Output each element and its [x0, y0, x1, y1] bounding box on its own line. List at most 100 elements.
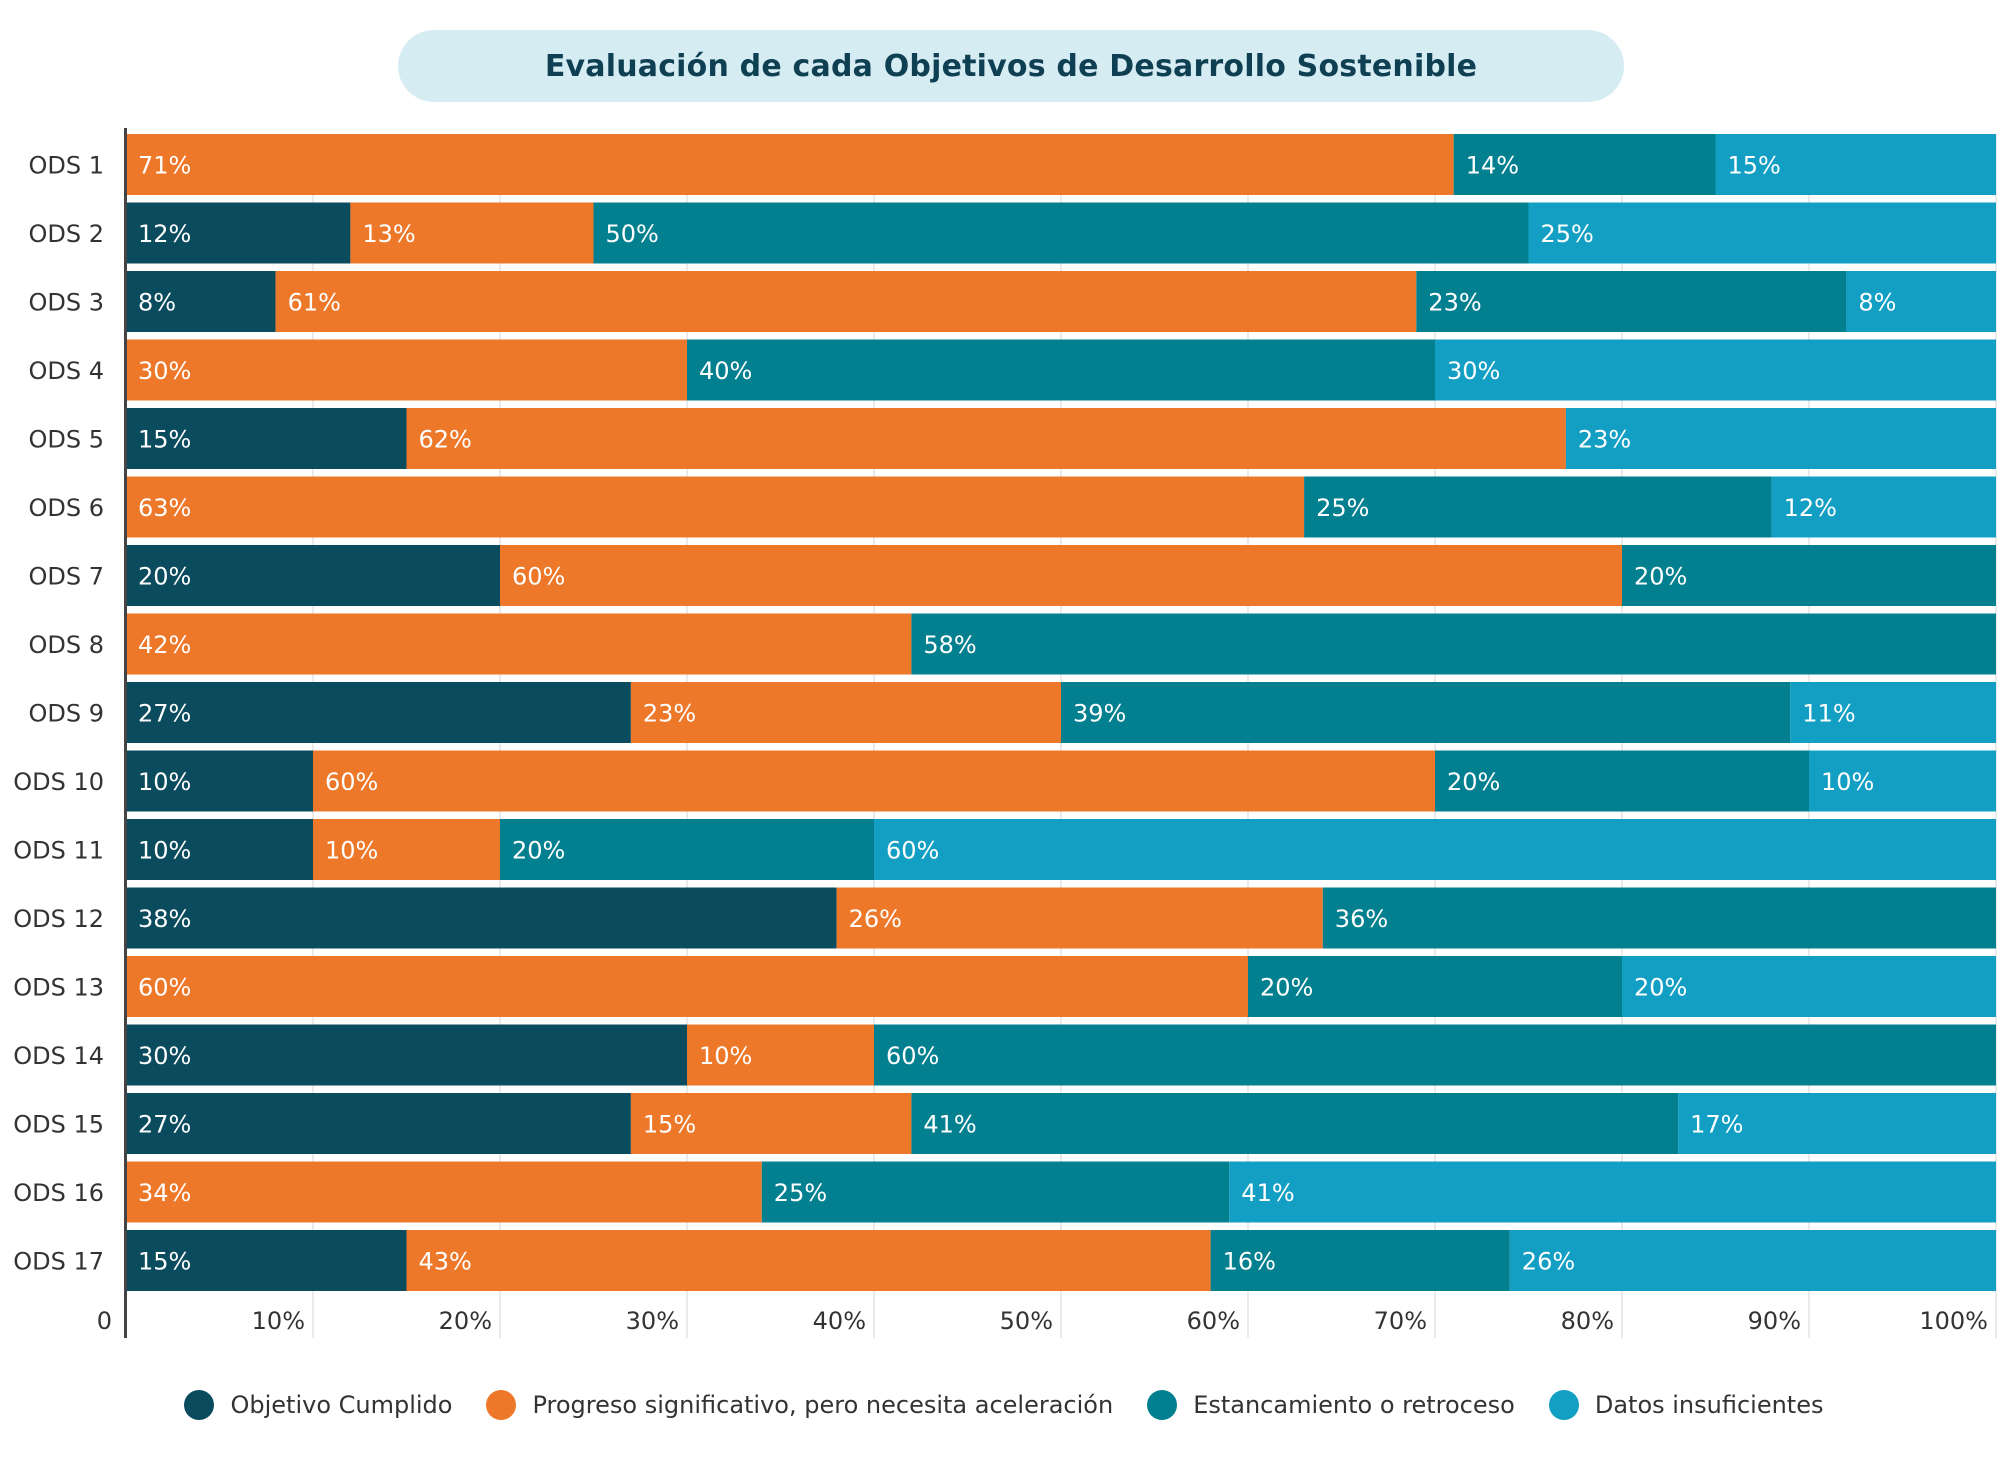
legend-label: Progreso significativo, pero necesita ac… [532, 1391, 1114, 1419]
bar-segment [126, 271, 276, 332]
data-label: 10% [1821, 768, 1874, 796]
bar-segment [500, 545, 1622, 606]
legend-swatch [486, 1390, 517, 1420]
x-tick-label: 10% [252, 1307, 305, 1335]
data-label: 38% [138, 905, 191, 933]
x-tick-label: 70% [1374, 1307, 1427, 1335]
data-label: 20% [138, 563, 191, 591]
bar-segment [406, 1230, 1211, 1291]
category-label: ODS 2 [28, 220, 104, 248]
bar-segment [126, 1161, 762, 1223]
bar-segment [1453, 134, 1716, 195]
legend-item: Objetivo Cumplido [184, 1390, 452, 1420]
bar-segment [1229, 1161, 1996, 1223]
category-label: ODS 7 [28, 563, 104, 591]
category-label: ODS 15 [13, 1111, 104, 1139]
bar-segment [1304, 476, 1772, 538]
bar-segment [126, 819, 313, 880]
data-label: 15% [138, 1248, 191, 1276]
bar-segment [1846, 271, 1996, 332]
bar-segment [500, 819, 874, 880]
data-label: 8% [138, 289, 176, 317]
data-label: 60% [886, 1042, 939, 1070]
data-label: 30% [138, 357, 191, 385]
category-label: ODS 17 [13, 1248, 104, 1276]
data-label: 42% [138, 631, 191, 659]
bar-segment [630, 682, 1061, 743]
legend-item: Datos insuficientes [1548, 1390, 1824, 1420]
data-label: 58% [923, 631, 976, 659]
category-label: ODS 1 [28, 152, 104, 180]
bar-segment [1435, 750, 1809, 812]
data-label: 23% [1428, 289, 1481, 317]
data-label: 30% [1447, 357, 1500, 385]
bar-segment [126, 750, 313, 812]
bar-segment [1771, 476, 1996, 538]
category-label: ODS 8 [28, 631, 104, 659]
bar-segment [126, 682, 631, 743]
data-label: 20% [1634, 974, 1687, 1002]
data-label: 10% [138, 768, 191, 796]
x-tick-label: 80% [1561, 1307, 1614, 1335]
x-tick-label: 100% [1919, 1307, 1988, 1335]
legend-swatch [1548, 1390, 1579, 1420]
data-label: 36% [1335, 905, 1388, 933]
chart-title: Evaluación de cada Objetivos de Desarrol… [544, 48, 1478, 84]
bar-segment [126, 887, 837, 949]
bar-segment [593, 202, 1529, 264]
data-label: 15% [138, 426, 191, 454]
category-label: ODS 11 [13, 837, 104, 865]
data-label: 20% [512, 837, 565, 865]
data-label: 34% [138, 1179, 191, 1207]
bar-segment [406, 408, 1566, 469]
data-label: 14% [1466, 152, 1519, 180]
data-label: 60% [886, 837, 939, 865]
data-label: 41% [923, 1111, 976, 1139]
data-label: 61% [288, 289, 341, 317]
data-label: 25% [1316, 494, 1369, 522]
bar-segment [126, 545, 500, 606]
x-tick-label: 40% [813, 1307, 866, 1335]
data-label: 13% [362, 220, 415, 248]
data-label: 27% [138, 1111, 191, 1139]
category-label: ODS 14 [13, 1042, 104, 1070]
x-tick-label: 60% [1187, 1307, 1240, 1335]
bar-segment [1061, 682, 1791, 743]
data-label: 71% [138, 152, 191, 180]
data-label: 11% [1802, 700, 1855, 728]
data-label: 63% [138, 494, 191, 522]
category-label: ODS 6 [28, 494, 104, 522]
data-label: 60% [138, 974, 191, 1002]
x-tick-label: 20% [439, 1307, 492, 1335]
data-label: 30% [138, 1042, 191, 1070]
data-label: 10% [325, 837, 378, 865]
bar-segment [126, 1024, 687, 1086]
bar-segment [911, 613, 1996, 675]
bar-segment [126, 1230, 407, 1291]
data-label: 26% [849, 905, 902, 933]
data-label: 10% [699, 1042, 752, 1070]
bar-segment [350, 202, 594, 264]
data-label: 62% [419, 426, 472, 454]
bar-segment [874, 1024, 1996, 1086]
chart-title-banner: Evaluación de cada Objetivos de Desarrol… [398, 30, 1624, 102]
category-label: ODS 12 [13, 905, 104, 933]
data-label: 60% [512, 563, 565, 591]
data-label: 25% [774, 1179, 827, 1207]
data-label: 41% [1241, 1179, 1294, 1207]
bar-segment [126, 408, 407, 469]
data-label: 20% [1260, 974, 1313, 1002]
bar-segment [1622, 545, 1996, 606]
legend-item: Progreso significativo, pero necesita ac… [486, 1390, 1113, 1420]
bar-segment [630, 1093, 912, 1154]
legend-label: Estancamiento o retroceso [1193, 1391, 1515, 1419]
legend-swatch [184, 1390, 215, 1420]
legend-label: Objetivo Cumplido [230, 1391, 453, 1419]
x-tick-label: 90% [1748, 1307, 1801, 1335]
bar-segment [126, 956, 1248, 1017]
data-label: 12% [138, 220, 191, 248]
x-tick-label: 30% [626, 1307, 679, 1335]
bar-segment [275, 271, 1417, 332]
bar-segment [126, 613, 912, 675]
data-label: 25% [1541, 220, 1594, 248]
